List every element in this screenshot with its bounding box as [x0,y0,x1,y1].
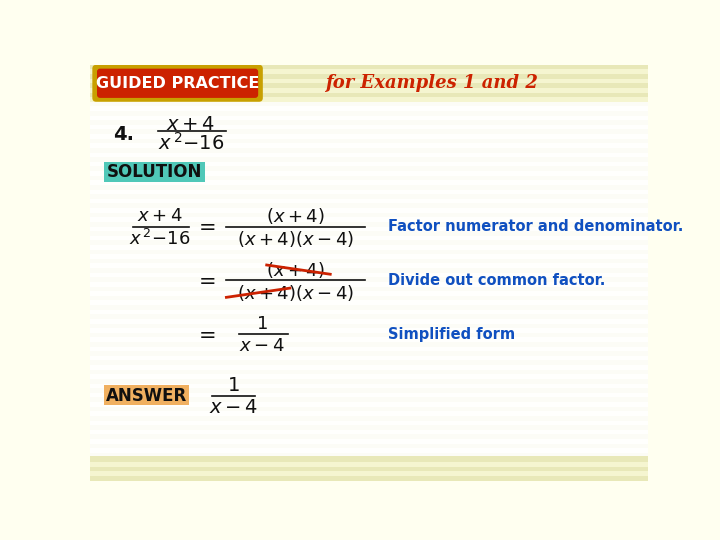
Text: $(x + 4)$: $(x + 4)$ [266,260,325,280]
Bar [90,462,648,467]
Text: $x + 4$: $x + 4$ [166,114,215,133]
Text: ANSWER: ANSWER [106,387,187,405]
Text: $=$: $=$ [194,271,215,291]
Text: $(x + 4)(x - 4)$: $(x + 4)(x - 4)$ [237,229,354,249]
Bar [90,249,648,254]
Bar [90,323,648,328]
Bar [90,65,648,70]
Bar [90,231,648,236]
Text: Factor numerator and denominator.: Factor numerator and denominator. [388,219,684,234]
Bar [90,476,648,481]
Bar [90,268,648,273]
Bar [90,278,648,282]
Bar [90,457,648,481]
Bar [90,287,648,291]
Text: $1$: $1$ [256,315,268,333]
Text: $(x + 4)(x - 4)$: $(x + 4)(x - 4)$ [237,283,354,303]
Text: $(x + 4)$: $(x + 4)$ [266,206,325,226]
Bar [90,204,648,208]
Text: $=$: $=$ [194,325,215,345]
FancyBboxPatch shape [97,69,258,98]
Bar [90,351,648,356]
Bar [90,83,648,88]
Text: GUIDED PRACTICE: GUIDED PRACTICE [96,76,259,91]
Bar [90,379,648,383]
Text: for Examples 1 and 2: for Examples 1 and 2 [325,75,537,92]
Bar [90,176,648,180]
FancyBboxPatch shape [92,65,263,102]
Bar [90,314,648,319]
Bar [90,185,648,190]
Bar [90,74,648,79]
Bar [90,102,648,106]
Bar [90,407,648,411]
Bar [90,157,648,162]
Bar [90,416,648,421]
Bar [90,194,648,199]
Bar [90,102,648,456]
Bar [90,222,648,226]
Bar [90,296,648,300]
Bar [90,388,648,393]
Bar [90,92,648,97]
Bar [90,467,648,471]
Bar [90,425,648,430]
Bar [90,65,648,70]
Bar [90,434,648,439]
Bar [90,370,648,374]
Text: Divide out common factor.: Divide out common factor. [388,273,606,288]
Text: $=$: $=$ [194,217,215,237]
Bar [90,397,648,402]
Bar [90,457,648,462]
Bar [90,111,648,116]
Bar [90,333,648,338]
Bar [90,166,648,171]
Bar [90,65,648,102]
Bar [90,120,648,125]
Bar [90,453,648,457]
Bar [90,342,648,347]
Bar [90,139,648,143]
Bar [90,259,648,264]
Bar [90,361,648,365]
FancyBboxPatch shape [104,385,189,405]
Bar [90,74,648,79]
Bar [90,92,648,97]
Text: SOLUTION: SOLUTION [107,163,202,181]
Bar [90,305,648,309]
Bar [90,213,648,217]
Bar [90,130,648,134]
Text: $x^{\,2} {-} 16$: $x^{\,2} {-} 16$ [158,132,224,153]
Text: 4.: 4. [113,125,134,144]
Text: $x + 4$: $x + 4$ [137,207,183,225]
FancyBboxPatch shape [104,162,204,182]
Text: $x^{\,2} {-} 16$: $x^{\,2} {-} 16$ [129,229,190,249]
Bar [90,444,648,448]
Bar [90,83,648,88]
Bar [90,148,648,153]
Text: $x - 4$: $x - 4$ [239,337,285,355]
Text: $1$: $1$ [227,376,240,395]
Bar [90,471,648,476]
Text: Simplified form: Simplified form [388,327,516,342]
Text: $x - 4$: $x - 4$ [209,398,258,417]
Bar [90,240,648,245]
